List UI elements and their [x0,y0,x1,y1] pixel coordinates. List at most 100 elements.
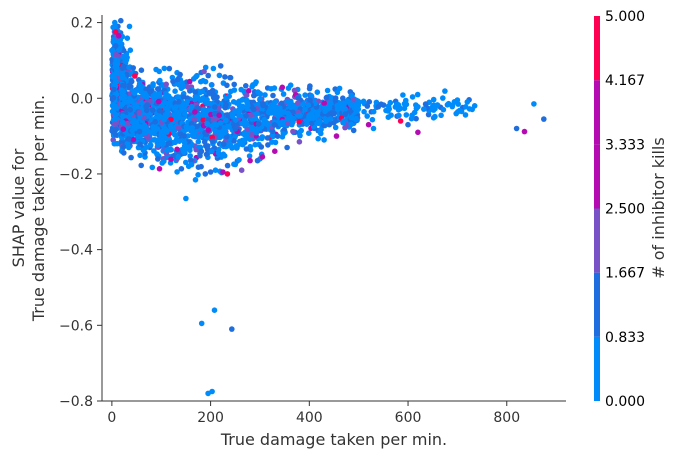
data-point [245,102,251,109]
data-point [328,110,335,116]
data-point [165,106,171,113]
data-point [211,307,218,314]
x-tick-label: 400 [296,410,323,426]
data-point [226,93,232,99]
data-point [397,118,404,124]
data-point [308,92,315,99]
data-point [145,135,151,141]
data-point [187,145,193,152]
data-point [202,171,209,177]
data-point [140,147,147,154]
data-point [285,115,291,122]
data-point [255,125,261,132]
data-point [238,167,245,173]
data-point [409,94,416,100]
data-point [285,85,292,91]
data-point [262,92,268,98]
data-point [126,64,132,71]
data-point [225,122,231,129]
data-point [291,87,298,94]
data-point [347,100,353,106]
data-point [413,102,419,108]
data-point [208,82,215,88]
data-point [143,107,150,114]
data-point [513,125,520,132]
data-point [209,138,216,145]
data-point [161,158,167,165]
data-point [137,141,143,147]
data-point [163,90,169,97]
data-point [150,82,156,89]
data-point [232,126,239,132]
colorbar-segment [594,272,600,337]
data-point [246,153,253,159]
data-point [183,159,189,166]
data-point [119,94,125,101]
data-point [136,128,143,135]
data-point [259,135,265,142]
data-point [236,100,242,106]
data-point [156,114,163,121]
data-point [318,130,324,137]
colorbar-segment [594,336,600,401]
data-point [327,100,334,106]
data-point [175,125,182,131]
data-point [257,95,263,102]
data-point [243,112,249,119]
data-point [204,146,211,153]
data-point [308,120,315,127]
data-point [405,121,411,128]
data-point [247,112,254,119]
data-point [348,121,355,128]
data-point [141,130,147,136]
data-point [174,146,180,153]
data-point [440,95,446,101]
data-point [177,131,184,137]
data-point [113,51,119,58]
data-point [215,150,222,156]
data-point [120,119,126,126]
data-point [251,92,257,99]
data-point [306,113,313,119]
colorbar-tick-label: 4.167 [605,73,645,89]
data-point [174,76,181,83]
data-point [195,172,201,178]
data-point [332,124,339,131]
data-point [157,77,163,84]
data-point [462,112,469,118]
data-point [351,103,358,110]
data-point [209,148,215,155]
data-point [156,108,163,114]
data-point [112,43,119,49]
data-point [471,103,478,109]
data-point [414,91,421,98]
data-point [190,133,196,139]
data-point [265,142,271,148]
data-point [229,326,235,332]
data-point [125,144,132,151]
data-point [255,89,261,95]
data-point [302,92,308,98]
data-point [205,127,212,133]
data-point [176,138,183,144]
data-point [231,138,237,144]
data-point [365,121,372,128]
y-tick-label: −0.6 [59,318,93,334]
data-point [147,88,154,95]
data-point [332,95,339,101]
data-point [183,124,190,130]
data-point [144,102,151,108]
data-point [121,99,128,105]
data-point [149,164,156,171]
colorbar: 0.000 0.833 1.667 2.500 3.333 4.167 5.000 [594,9,645,410]
colorbar-tick-label: 3.333 [605,137,645,153]
data-point [200,77,206,84]
data-point [172,88,178,94]
data-point [284,120,291,127]
data-point [200,117,206,123]
data-point [124,54,130,61]
data-point [163,81,169,88]
data-point [183,195,189,202]
data-point [223,117,229,124]
x-tick-label: 0 [107,410,116,426]
